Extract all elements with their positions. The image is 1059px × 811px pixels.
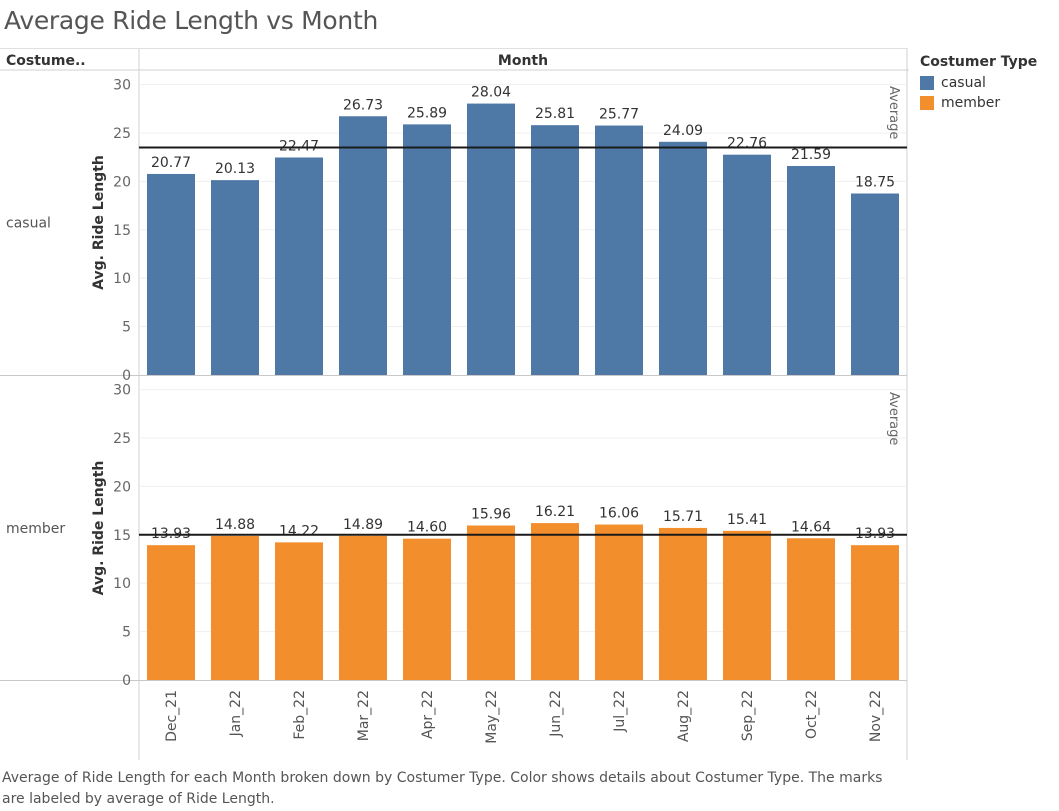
bar-casual-Aug_22	[659, 141, 707, 375]
y-tick-label: 25	[113, 431, 131, 447]
data-label: 22.47	[279, 138, 319, 154]
data-label: 14.22	[279, 523, 319, 539]
legend-item-member[interactable]: member	[920, 93, 1037, 113]
data-label: 14.60	[407, 520, 447, 536]
bar-member-Oct_22	[787, 538, 835, 680]
data-label: 28.04	[471, 85, 511, 101]
data-label: 18.75	[855, 175, 895, 191]
average-line-label: Average	[886, 86, 901, 139]
bar-casual-Oct_22	[787, 166, 835, 375]
y-tick-label: 25	[113, 126, 131, 142]
data-label: 16.21	[535, 504, 575, 520]
bar-member-Apr_22	[403, 538, 451, 680]
y-tick-label: 5	[122, 320, 131, 336]
bar-casual-Mar_22	[339, 116, 387, 375]
legend-title: Costumer Type	[920, 54, 1038, 70]
bar-casual-Feb_22	[275, 157, 323, 375]
data-label: 15.71	[663, 509, 703, 525]
x-tick-label: Feb_22	[292, 690, 308, 740]
chart-panels: 0 5 10 15 20 25 30 Avg. Ride Length casual 20.77 2…	[6, 78, 907, 689]
x-tick-label: Apr_22	[420, 690, 436, 739]
bar-member-Mar_22	[339, 535, 387, 680]
x-axis: Dec_21 Jan_22 Feb_22 Mar_22 Apr_22 May_22 Jun_…	[164, 690, 884, 744]
legend-swatch-casual	[920, 76, 934, 90]
bar-member-Jun_22	[531, 523, 579, 680]
bar-member-Dec_21	[147, 545, 195, 680]
bar-casual-Nov_22	[851, 193, 899, 375]
y-tick-label: 10	[113, 271, 131, 287]
data-label: 14.88	[215, 517, 255, 533]
y-tick-label: 0	[122, 368, 131, 384]
y-tick-label: 20	[113, 479, 131, 495]
y-tick-label: 20	[113, 174, 131, 190]
bar-casual-Sep_22	[723, 154, 771, 375]
y-tick-label: 30	[113, 78, 131, 94]
data-label: 25.89	[407, 105, 447, 121]
x-tick-label: Oct_22	[804, 690, 820, 739]
bar-member-Nov_22	[851, 545, 899, 680]
chart-title: Average Ride Length vs Month	[4, 6, 379, 35]
data-label: 14.89	[343, 517, 383, 533]
data-label: 15.96	[471, 507, 511, 523]
y-axis-title: Avg. Ride Length	[91, 461, 107, 596]
bar-member-Feb_22	[275, 542, 323, 680]
data-label: 20.77	[151, 155, 191, 171]
row-label-member: member	[6, 521, 65, 537]
x-tick-label: Jan_22	[228, 690, 244, 737]
x-tick-label: Nov_22	[868, 690, 884, 742]
data-label: 25.81	[535, 106, 575, 122]
bar-casual-Dec_21	[147, 173, 195, 375]
data-label: 22.76	[727, 136, 767, 152]
y-tick-label: 5	[122, 625, 131, 641]
average-line-label: Average	[886, 392, 901, 445]
bar-member-May_22	[467, 525, 515, 680]
x-tick-label: Aug_22	[676, 690, 692, 742]
chart-caption: Average of Ride Length for each Month br…	[2, 770, 883, 807]
y-tick-label: 10	[113, 576, 131, 592]
x-tick-label: Sep_22	[740, 690, 756, 741]
y-tick-label: 0	[122, 673, 131, 689]
x-tick-label: Jul_22	[612, 690, 628, 733]
x-tick-label: Mar_22	[356, 690, 372, 741]
column-header: Month	[498, 53, 548, 69]
bar-member-Aug_22	[659, 527, 707, 680]
data-label: 25.77	[599, 107, 639, 123]
data-label: 20.13	[215, 161, 255, 177]
legend: Costumer Type casual member	[920, 54, 1037, 113]
legend-swatch-member	[920, 96, 934, 110]
panel-casual: 0 5 10 15 20 25 30 Avg. Ride Length casual 20.77 2…	[6, 78, 907, 384]
bar-casual-Jan_22	[211, 180, 259, 375]
bar-casual-Apr_22	[403, 124, 451, 376]
bar-casual-Jun_22	[531, 125, 579, 375]
data-label: 14.64	[791, 519, 831, 535]
y-axis-title: Avg. Ride Length	[91, 155, 107, 290]
x-tick-label: Jun_22	[548, 690, 564, 738]
data-label: 24.09	[663, 123, 703, 139]
bar-casual-Jul_22	[595, 125, 643, 375]
data-label: 15.41	[727, 512, 767, 528]
y-tick-label: 30	[113, 383, 131, 399]
chart-frame	[0, 48, 909, 760]
x-tick-label: Dec_21	[164, 690, 180, 742]
data-label: 26.73	[343, 97, 383, 113]
legend-label-member: member	[941, 95, 1001, 111]
y-tick-label: 15	[113, 528, 131, 544]
bar-casual-May_22	[467, 103, 515, 375]
bar-member-Jan_22	[211, 535, 259, 680]
data-label: 21.59	[791, 147, 831, 163]
legend-label-casual: casual	[941, 75, 986, 91]
row-label-casual: casual	[6, 216, 51, 232]
legend-item-casual[interactable]: casual	[920, 73, 1037, 93]
bar-member-Sep_22	[723, 530, 771, 680]
x-tick-label: May_22	[484, 690, 500, 744]
row-header: Costume..	[6, 53, 86, 69]
bar-member-Jul_22	[595, 524, 643, 680]
y-tick-label: 15	[113, 223, 131, 239]
data-label: 16.06	[599, 506, 639, 522]
